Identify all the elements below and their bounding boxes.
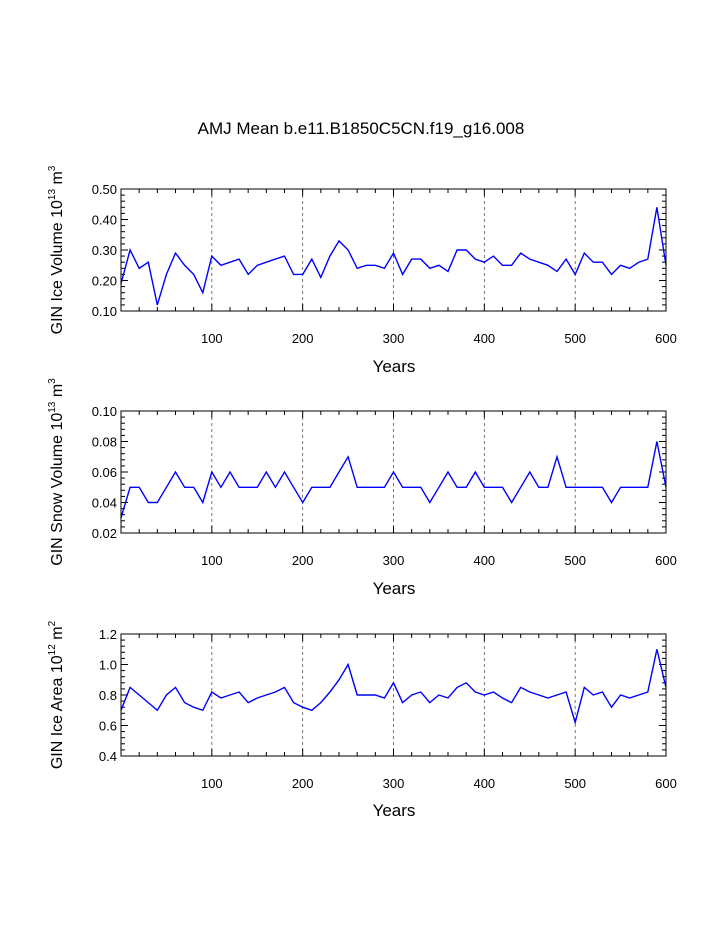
ice-volume-series-line [120, 207, 667, 306]
y-ticks: 0.02 0.04 0.06 0.08 0.10 [92, 404, 666, 541]
x-tick-label: 600 [655, 553, 677, 568]
x-tick-label: 400 [473, 776, 495, 791]
y-tick-label: 0.20 [92, 274, 117, 289]
y-tick-label: 1.2 [99, 627, 117, 642]
x-tick-label: 400 [473, 553, 495, 568]
panel-ice-area: 0.4 0.6 0.8 1.0 1.2 100 200 300 400 500 600 Years… [47, 620, 677, 820]
plot-frame [120, 188, 667, 312]
x-ticks: 100 200 300 400 500 600 [138, 634, 677, 791]
y-axis-label: GIN Ice Volume 1013 m3 [47, 165, 66, 334]
y-tick-label: 1.0 [99, 658, 117, 673]
y-ticks: 0.10 0.20 0.30 0.40 0.50 [92, 182, 666, 319]
snow-volume-series-line [120, 441, 667, 519]
x-tick-label: 200 [292, 553, 314, 568]
x-tick-label: 200 [292, 776, 314, 791]
y-tick-label: 0.4 [99, 749, 117, 764]
x-tick-label: 300 [383, 553, 405, 568]
x-tick-label: 200 [292, 331, 314, 346]
y-tick-label: 0.8 [99, 688, 117, 703]
y-tick-label: 0.08 [92, 435, 117, 450]
x-tick-label: 100 [201, 331, 223, 346]
x-axis-label: Years [373, 801, 416, 820]
y-tick-label: 0.6 [99, 719, 117, 734]
y-axis-label: GIN Ice Area 1012 m2 [47, 620, 66, 769]
x-ticks: 100 200 300 400 500 600 [138, 189, 677, 346]
x-tick-label: 300 [383, 331, 405, 346]
chart-title: AMJ Mean b.e11.B1850C5CN.f19_g16.008 [198, 119, 525, 138]
panel-snow-volume: 0.020.040.060.080.10 100 200 300 400 500 600 … [47, 378, 677, 598]
y-ticks: 0.4 0.6 0.8 1.0 1.2 [99, 627, 666, 764]
x-tick-label: 500 [564, 776, 586, 791]
x-tick-label: 400 [473, 331, 495, 346]
ice-area-series-line [120, 649, 667, 726]
y-tick-label: 0.04 [92, 496, 117, 511]
y-axis-label: GIN Snow Volume 1013 m3 [47, 378, 66, 566]
x-axis-label: Years [373, 357, 416, 376]
x-tick-label: 600 [655, 776, 677, 791]
plot-frame [120, 633, 667, 757]
y-tick-label: 0.30 [92, 243, 117, 258]
y-tick-label: 0.10 [92, 304, 117, 319]
x-tick-label: 100 [201, 553, 223, 568]
y-tick-label: 0.10 [92, 404, 117, 419]
plot-frame [120, 410, 667, 534]
x-tick-label: 600 [655, 331, 677, 346]
x-tick-label: 100 [201, 776, 223, 791]
x-axis-label: Years [373, 579, 416, 598]
y-tick-label: 0.50 [92, 182, 117, 197]
y-tick-label: 0.40 [92, 213, 117, 228]
x-tick-label: 300 [383, 776, 405, 791]
y-tick-label: 0.02 [92, 526, 117, 541]
grid-lines [211, 189, 576, 311]
x-tick-label: 500 [564, 331, 586, 346]
x-tick-label: 500 [564, 553, 586, 568]
y-tick-label: 0.06 [92, 465, 117, 480]
panel-ice-volume: 0.100.200.300.400.50 100 200 300 400 500 600 … [47, 165, 677, 376]
x-ticks: 100 200 300 400 500 600 [138, 411, 677, 568]
